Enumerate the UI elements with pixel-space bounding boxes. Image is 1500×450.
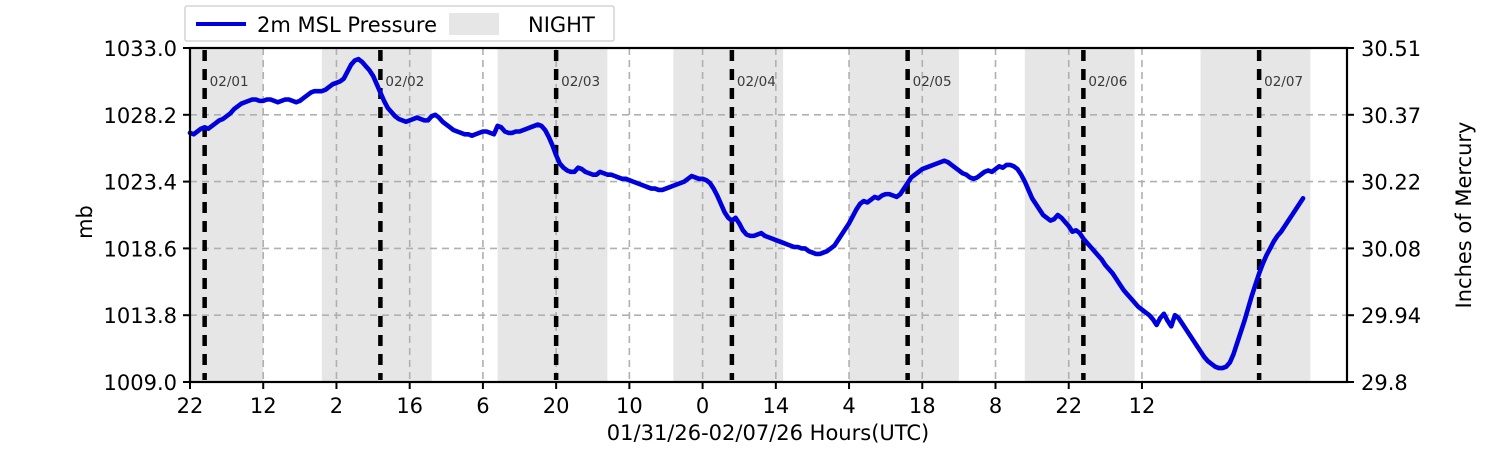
right-tick-label: 29.94 (1361, 304, 1421, 328)
day-label: 02/03 (561, 74, 600, 90)
x-tick-label: 16 (396, 394, 423, 418)
pressure-series-line (187, 56, 1306, 371)
x-axis-title: 01/31/26-02/07/26 Hours(UTC) (607, 421, 929, 445)
x-axis-tick-labels: 22 12 2 16 6 20 10 0 14 4 18 8 22 12 (177, 394, 1156, 418)
night-band (849, 48, 959, 382)
right-tick-label: 29.8 (1361, 371, 1408, 395)
night-band (190, 48, 264, 382)
axis-ticks (183, 47, 1354, 389)
legend-series-label: 2m MSL Pressure (257, 13, 437, 37)
right-axis-tick-labels: 30.51 30.37 30.22 30.08 29.94 29.8 (1361, 37, 1421, 395)
x-tick-label: 12 (1129, 394, 1156, 418)
right-tick-label: 30.37 (1361, 104, 1421, 128)
x-tick-label: 22 (1055, 394, 1082, 418)
left-axis-title: mb (73, 205, 97, 239)
x-tick-label: 10 (616, 394, 643, 418)
left-tick-label: 1018.6 (104, 237, 177, 261)
x-tick-label: 4 (842, 394, 855, 418)
x-tick-label: 20 (543, 394, 570, 418)
night-shading-group (190, 48, 1311, 382)
series-line-group (187, 56, 1306, 371)
x-tick-label: 6 (476, 394, 489, 418)
x-tick-label: 2 (330, 394, 343, 418)
left-tick-label: 1009.0 (104, 371, 177, 395)
right-tick-label: 30.08 (1361, 237, 1421, 261)
legend-box (184, 5, 615, 42)
legend-night-swatch (449, 13, 499, 35)
day-divider-lines (202, 50, 1262, 380)
left-axis-tick-labels: 1033.0 1028.2 1023.4 1018.6 1013.8 1009.0 (104, 37, 177, 395)
day-label: 02/07 (1264, 74, 1303, 90)
day-label: 02/05 (913, 74, 952, 90)
left-tick-label: 1013.8 (104, 304, 177, 328)
x-tick-label: 0 (696, 394, 709, 418)
right-axis-title: Inches of Mercury (1452, 122, 1476, 309)
chart-legend[interactable]: 2m MSL Pressure NIGHT (184, 5, 615, 42)
left-tick-label: 1023.4 (104, 171, 177, 195)
x-tick-label: 8 (989, 394, 1002, 418)
x-tick-label: 12 (250, 394, 277, 418)
right-tick-label: 30.22 (1361, 171, 1421, 195)
left-tick-label: 1033.0 (104, 37, 177, 61)
right-tick-label: 30.51 (1361, 37, 1421, 61)
day-labels-group: 02/01 02/02 02/03 02/04 02/05 02/06 02/07 (210, 74, 1303, 90)
x-tick-label: 22 (177, 394, 204, 418)
horizontal-gridlines (190, 114, 1347, 317)
left-tick-label: 1028.2 (104, 104, 177, 128)
night-band (321, 48, 432, 382)
day-label: 02/04 (737, 74, 776, 90)
day-label: 02/01 (210, 74, 249, 90)
day-label: 02/02 (385, 74, 424, 90)
plot-frame (188, 46, 1349, 384)
legend-night-label: NIGHT (528, 13, 595, 37)
x-tick-label: 14 (762, 394, 789, 418)
night-band (497, 48, 608, 382)
x-tick-label: 18 (909, 394, 936, 418)
day-label: 02/06 (1088, 74, 1127, 90)
